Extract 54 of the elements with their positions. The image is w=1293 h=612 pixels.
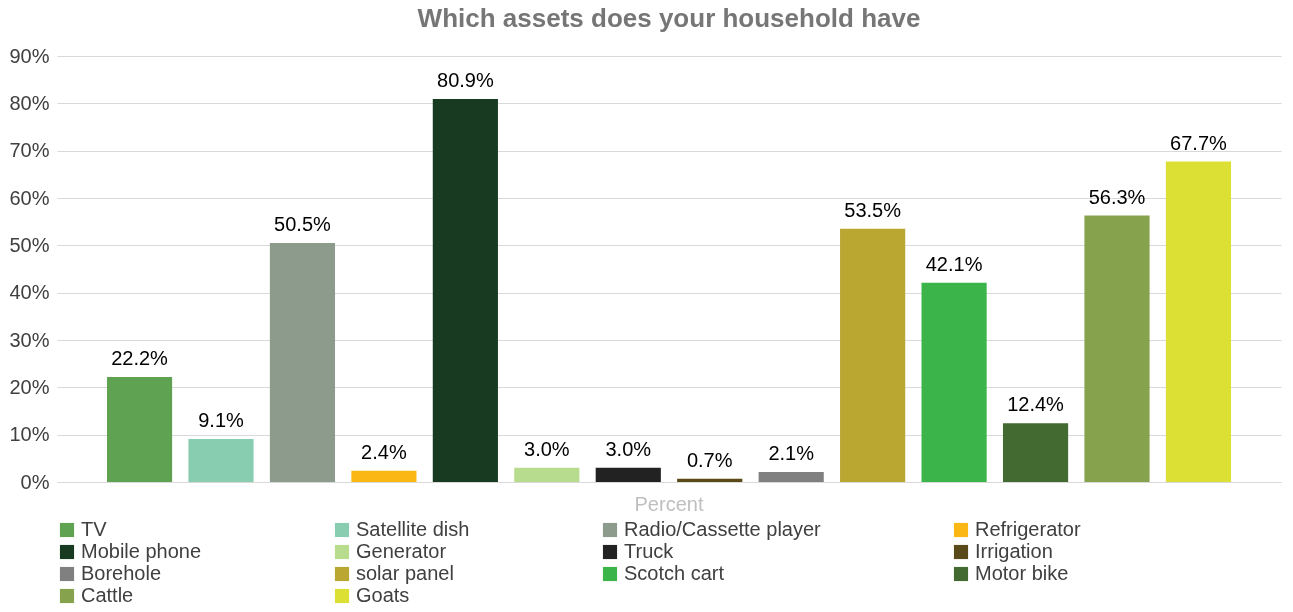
bar: [106, 376, 173, 482]
data-label: 50.5%: [274, 212, 332, 235]
data-label: 3.0%: [524, 437, 570, 460]
bar: [188, 438, 254, 482]
y-tick-label: 0%: [20, 470, 50, 493]
bar: [677, 478, 743, 482]
data-label: 22.2%: [111, 346, 169, 369]
data-label: 67.7%: [1170, 131, 1228, 154]
x-tick-label: Percent: [634, 492, 704, 515]
bar: [840, 228, 906, 482]
y-tick-label: 80%: [9, 91, 50, 114]
bar: [351, 470, 417, 482]
legend-label: Generator: [356, 540, 447, 562]
data-label: 0.7%: [686, 448, 733, 471]
legend-label: Radio/Cassette player: [624, 518, 822, 540]
bar: [1165, 161, 1232, 482]
bar: [921, 282, 987, 482]
legend-label: Cattle: [81, 584, 134, 606]
data-label: 56.3%: [1088, 185, 1146, 208]
bar: [1084, 215, 1150, 482]
bar: [595, 467, 661, 482]
y-tick-label: 50%: [9, 233, 50, 256]
legend-label: Satellite dish: [356, 518, 470, 540]
data-label: 42.1%: [925, 252, 983, 275]
y-tick-label: 90%: [9, 44, 50, 67]
legend-label: Scotch cart: [624, 562, 725, 584]
y-tick-label: 40%: [9, 281, 50, 304]
data-label: 2.1%: [768, 442, 815, 465]
bar: [1002, 423, 1069, 482]
legend-label: Motor bike: [975, 562, 1069, 584]
data-label: 80.9%: [437, 69, 494, 92]
y-tick-label: 30%: [9, 328, 50, 351]
chart-title: Which assets does your household have: [417, 3, 921, 33]
legend-label: solar panel: [356, 562, 454, 584]
legend-label: Goats: [356, 584, 410, 606]
data-label: 2.4%: [361, 440, 407, 463]
legend-label: Refrigerator: [975, 518, 1081, 540]
legend-label: Borehole: [81, 562, 162, 584]
data-label: 53.5%: [844, 198, 902, 221]
bar: [514, 467, 580, 482]
data-label: 12.4%: [1007, 393, 1065, 416]
bar: [432, 99, 498, 482]
bar: [269, 242, 336, 482]
y-tick-label: 70%: [9, 139, 50, 162]
y-tick-label: 20%: [9, 375, 50, 398]
y-tick-label: 60%: [9, 186, 50, 209]
data-label: 9.1%: [198, 408, 244, 431]
legend-label: TV: [81, 518, 108, 540]
legend-label: Mobile phone: [81, 540, 202, 562]
bar: [758, 472, 824, 482]
y-tick-label: 10%: [9, 423, 50, 446]
legend-label: Truck: [624, 540, 675, 562]
legend-label: Irrigation: [975, 540, 1053, 562]
data-label: 3.0%: [605, 437, 652, 460]
